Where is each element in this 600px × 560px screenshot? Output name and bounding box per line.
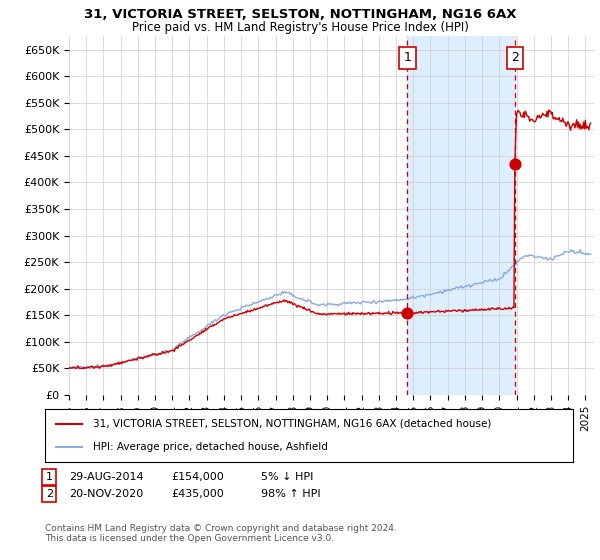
Text: £435,000: £435,000 [171,489,224,499]
Text: 1: 1 [403,52,412,64]
Text: 31, VICTORIA STREET, SELSTON, NOTTINGHAM, NG16 6AX (detached house): 31, VICTORIA STREET, SELSTON, NOTTINGHAM… [92,419,491,429]
Text: 31, VICTORIA STREET, SELSTON, NOTTINGHAM, NG16 6AX: 31, VICTORIA STREET, SELSTON, NOTTINGHAM… [84,8,516,21]
Text: 98% ↑ HPI: 98% ↑ HPI [261,489,320,499]
Text: 2: 2 [511,52,519,64]
Bar [407,36,515,395]
Point [510,160,520,169]
Text: Contains HM Land Registry data © Crown copyright and database right 2024.
This d: Contains HM Land Registry data © Crown c… [45,524,397,543]
Text: HPI: Average price, detached house, Ashfield: HPI: Average price, detached house, Ashf… [92,442,328,452]
Point [403,309,412,318]
Text: 2: 2 [46,489,53,499]
Text: 5% ↓ HPI: 5% ↓ HPI [261,472,313,482]
Text: Price paid vs. HM Land Registry's House Price Index (HPI): Price paid vs. HM Land Registry's House … [131,21,469,34]
Text: 29-AUG-2014: 29-AUG-2014 [69,472,143,482]
Text: £154,000: £154,000 [171,472,224,482]
Text: 20-NOV-2020: 20-NOV-2020 [69,489,143,499]
Text: 1: 1 [46,472,53,482]
